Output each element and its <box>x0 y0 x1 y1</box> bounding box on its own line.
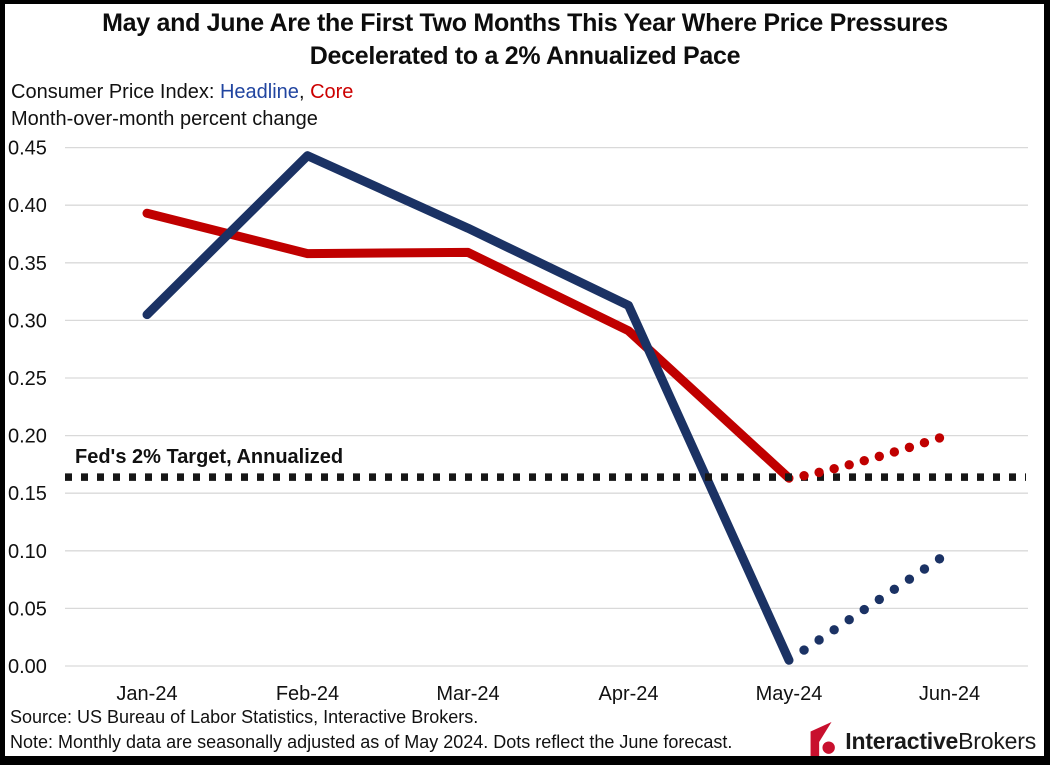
y-axis-tick-label: 0.45 <box>8 138 47 160</box>
headline-forecast-dot <box>829 625 839 635</box>
source-text: Source: US Bureau of Labor Statistics, I… <box>10 707 479 727</box>
x-axis-month-label: Apr-24 <box>598 683 658 705</box>
x-axis-month-label: Jan-24 <box>116 683 177 705</box>
figure-border-right <box>1044 0 1050 765</box>
figure-border-bottom <box>0 756 1050 765</box>
y-axis-tick-label: 0.35 <box>8 253 47 275</box>
chart-title-line1: May and June Are the First Two Months Th… <box>102 9 948 37</box>
subtitle-separator: , <box>298 81 311 103</box>
logo-text-bold: Interactive <box>845 727 959 754</box>
y-axis-tick-label: 0.20 <box>8 426 47 448</box>
headline-forecast-dot <box>814 635 824 645</box>
core-forecast-dot <box>814 467 824 478</box>
fed-target-label: Fed's 2% Target, Annualized <box>75 446 344 468</box>
x-axis-month-label: May-24 <box>756 683 823 705</box>
headline-forecast-dot <box>844 614 854 625</box>
headline-forecast-dot <box>799 645 809 655</box>
headline-forecast-dot <box>919 564 930 574</box>
ib-mark-dot <box>822 741 836 754</box>
core-forecast-dot <box>859 455 869 466</box>
figure-border-top <box>0 0 1050 4</box>
y-axis-tick-label: 0.25 <box>8 368 47 390</box>
y-axis-tick-label: 0.05 <box>8 598 47 620</box>
ib-mark-flag-shape <box>810 721 832 761</box>
y-axis-tick-label: 0.15 <box>8 483 47 505</box>
x-axis-month-label: Mar-24 <box>436 683 499 705</box>
headline-forecast-dot <box>934 554 945 564</box>
core-forecast-dot <box>829 464 839 474</box>
headline-line <box>142 151 794 665</box>
legend-core: Core <box>310 81 354 103</box>
core-forecast-dot <box>844 460 854 470</box>
core-forecast-dot <box>904 442 915 453</box>
interactive-brokers-logo: InteractiveBrokers <box>805 721 1036 761</box>
y-axis-tick-label: 0.40 <box>8 195 47 217</box>
logo-text-regular: Brokers <box>958 727 1036 754</box>
core-forecast-dot <box>874 451 884 462</box>
headline-forecast-dot <box>904 574 915 584</box>
legend-headline: Headline <box>219 81 299 103</box>
figure-border-left <box>0 0 5 765</box>
interactive-brokers-mark-icon <box>810 721 836 761</box>
headline-forecast-dot <box>859 604 869 615</box>
y-axis-tick-label: 0.00 <box>8 656 47 678</box>
headline-forecast-dot <box>889 584 900 594</box>
core-forecast-dot <box>799 470 809 481</box>
x-axis-month-label: Feb-24 <box>276 683 339 705</box>
headline-forecast-dot <box>874 594 884 605</box>
subtitle-prefix: Consumer Price Index: <box>11 81 220 103</box>
core-forecast-dot <box>934 433 945 443</box>
core-forecast-dot <box>919 437 930 448</box>
y-axis-tick-label: 0.30 <box>8 310 47 332</box>
chart-title: May and June Are the First Two Months Th… <box>0 7 1050 73</box>
note-text: Note: Monthly data are seasonally adjust… <box>10 732 733 752</box>
interactive-brokers-wordmark: InteractiveBrokers <box>845 728 1036 755</box>
chart-subtitle-legend: Consumer Price Index: Headline, Core <box>11 81 353 104</box>
core-forecast-dot <box>889 447 900 457</box>
core-line <box>142 208 794 483</box>
x-axis-month-label: Jun-24 <box>919 683 980 705</box>
y-axis-tick-label: 0.10 <box>8 541 47 563</box>
chart-units-label: Month-over-month percent change <box>11 108 318 130</box>
chart-title-line2: Decelerated to a 2% Annualized Pace <box>309 42 741 70</box>
